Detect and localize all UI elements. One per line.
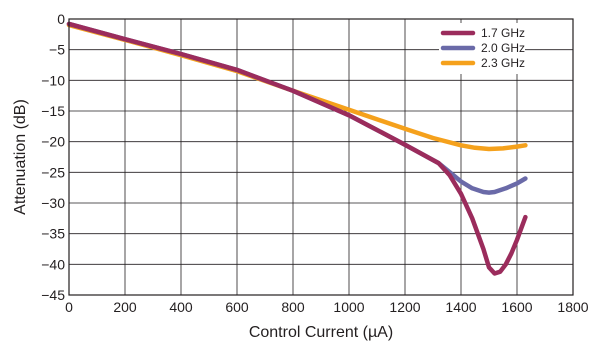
- y-tick-label: −10: [41, 72, 65, 88]
- legend-label: 2.0 GHz: [481, 41, 525, 55]
- y-axis-title: Attenuation (dB): [12, 99, 29, 215]
- series-line-1-7-ghz: [66, 21, 528, 276]
- y-tick-label: −40: [41, 256, 65, 272]
- y-tick-label: −45: [41, 287, 65, 303]
- y-tick-label: −35: [41, 226, 65, 242]
- legend-label: 2.3 GHz: [481, 56, 525, 70]
- y-tick-label: −25: [41, 164, 65, 180]
- x-tick-label: 0: [65, 299, 73, 315]
- legend-label: 1.7 GHz: [481, 26, 525, 40]
- x-tick-label: 1200: [389, 299, 420, 315]
- x-tick-label: 200: [113, 299, 137, 315]
- x-tick-label: 1400: [445, 299, 476, 315]
- y-tick-label: −15: [41, 103, 65, 119]
- y-tick-label: −5: [49, 42, 65, 58]
- y-tick-label: 0: [57, 11, 65, 27]
- x-tick-label: 800: [281, 299, 305, 315]
- y-tick-label: −20: [41, 134, 65, 150]
- x-tick-label: 600: [225, 299, 249, 315]
- x-tick-label: 1000: [333, 299, 364, 315]
- x-tick-label: 400: [169, 299, 193, 315]
- x-tick-label: 1800: [557, 299, 588, 315]
- series-layer: [66, 21, 528, 276]
- x-axis-title: Control Current (µA): [249, 324, 393, 341]
- tick-labels: 0 200 400 600 800 1000 1200 1400 1600 1800 0 −5 −10 −…: [41, 11, 589, 315]
- y-tick-label: −30: [41, 195, 65, 211]
- x-tick-label: 1600: [501, 299, 532, 315]
- plot-frame: [68, 18, 574, 296]
